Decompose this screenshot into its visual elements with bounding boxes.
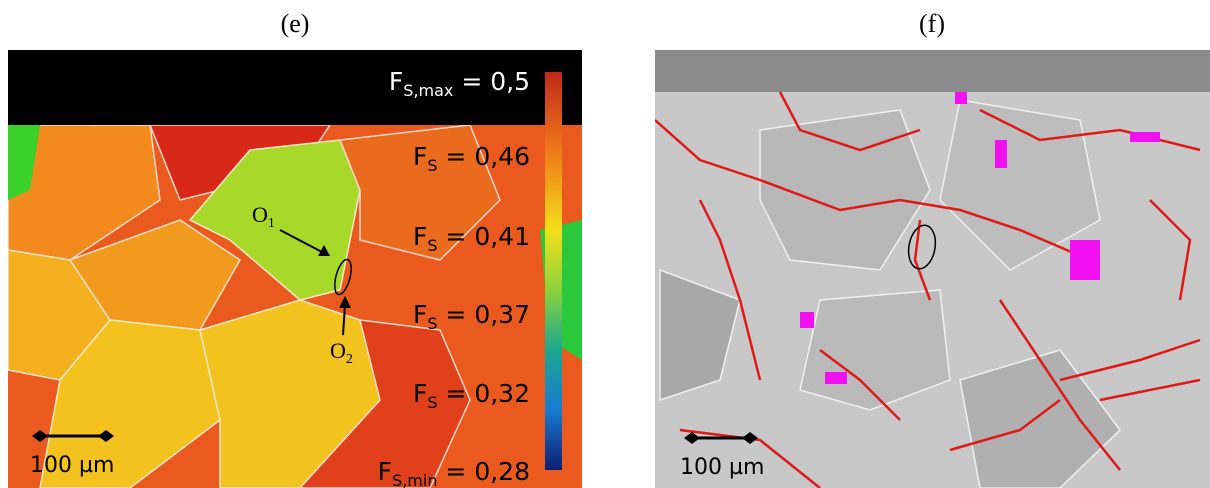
colorbar xyxy=(545,72,562,470)
colorbar-label: FS,min = 0,28 xyxy=(378,457,530,488)
label-part: F xyxy=(413,142,427,171)
label-part: F xyxy=(378,457,392,486)
colorbar-label: FS = 0,37 xyxy=(413,300,530,333)
label-part: = 0,41 xyxy=(437,222,530,251)
label-part: = 0,28 xyxy=(437,457,530,486)
scale-label: 100 µm xyxy=(680,455,764,480)
annotation: O2 xyxy=(330,338,353,367)
scale-label: 100 µm xyxy=(30,453,114,478)
label-part: = 0,37 xyxy=(437,300,530,329)
label-part: = 0,32 xyxy=(437,379,530,408)
label-part: F xyxy=(413,222,427,251)
label-part: S,min xyxy=(392,471,437,488)
label-part: F xyxy=(389,67,403,96)
panel-label: (e) xyxy=(281,9,310,38)
colorbar-label: FS,max = 0,5 xyxy=(389,67,530,100)
colorbar-label: FS = 0,46 xyxy=(413,142,530,175)
label-part: F xyxy=(413,379,427,408)
label-part: = 0,46 xyxy=(437,142,530,171)
panel-label: (f) xyxy=(919,9,945,38)
fs-map: O1 O2 100 µm xyxy=(8,50,582,488)
label-part: F xyxy=(413,300,427,329)
label-part: S xyxy=(427,156,437,175)
label-part: S,max xyxy=(403,81,453,100)
label-part: S xyxy=(427,236,437,255)
colorbar-label: FS = 0,41 xyxy=(413,222,530,255)
annotation: O1 xyxy=(252,202,275,231)
label-part: S xyxy=(427,393,437,412)
label-part: S xyxy=(427,314,437,333)
colorbar-label: FS = 0,32 xyxy=(413,379,530,412)
label-part: = 0,5 xyxy=(453,67,530,96)
micrograph: 100 µm xyxy=(655,50,1210,488)
